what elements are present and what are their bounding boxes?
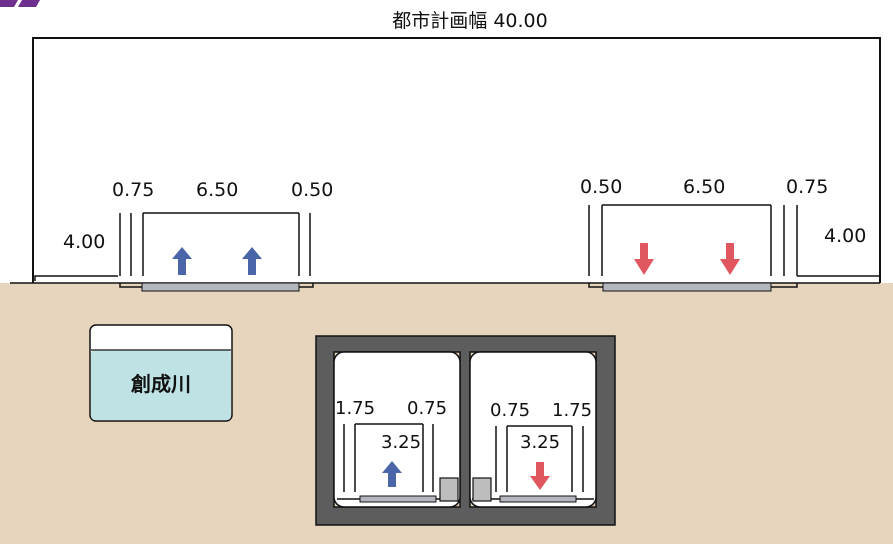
right-dim-3: 0.75 [786, 176, 828, 198]
overall-width-bracket [32, 37, 881, 284]
up-arrow-icon [382, 461, 402, 487]
left-bore-dim-2: 0.75 [407, 398, 447, 419]
left-dim-3: 0.50 [291, 179, 333, 201]
right-dim-2: 6.50 [683, 176, 725, 198]
right-bore-dim-2: 1.75 [552, 400, 592, 421]
right-dim-outer [588, 205, 798, 276]
right-roadway: 4.00 0.50 6.50 0.75 [580, 176, 881, 292]
corner-logo [0, 0, 40, 7]
tunnel: 1.75 0.75 3.25 0.75 1.75 3.25 [315, 335, 616, 526]
left-bore-width: 3.25 [381, 432, 421, 453]
river-channel: 創成川 [89, 324, 233, 422]
left-roadway: 4.00 0.75 6.50 0.50 [34, 179, 333, 292]
right-bore-pavement [499, 495, 577, 503]
river-label: 創成川 [130, 372, 191, 396]
river-water [91, 350, 231, 420]
right-dim-lines [601, 204, 785, 276]
down-arrow-icon [720, 243, 740, 275]
up-arrow-icon [242, 247, 262, 275]
left-bore [333, 351, 461, 508]
left-bore-dim-1: 1.75 [335, 398, 375, 419]
left-bore-pavement [359, 495, 437, 503]
right-sidewalk [797, 275, 881, 281]
left-pavement [141, 282, 300, 292]
right-bore-width: 3.25 [520, 432, 560, 453]
left-bore-duct [439, 477, 459, 502]
down-arrow-icon [530, 462, 550, 490]
left-sidewalk [34, 275, 118, 281]
right-bore-duct [472, 477, 492, 502]
left-sidewalk-label: 4.00 [63, 231, 105, 253]
right-bore [469, 351, 597, 508]
right-dim-1: 0.50 [580, 176, 622, 198]
right-bore-dim-1: 0.75 [490, 400, 530, 421]
overall-width-label: 都市計画幅 40.00 [392, 10, 547, 32]
right-bore-dim-lines [495, 425, 584, 492]
left-bore-dim-lines [343, 423, 434, 492]
right-sidewalk-label: 4.00 [824, 225, 866, 247]
up-arrow-icon [172, 247, 192, 275]
right-curb [588, 283, 798, 288]
right-pavement [602, 282, 772, 292]
left-dim-2: 6.50 [196, 179, 238, 201]
left-dim-outer [119, 213, 300, 276]
left-dim-lines [130, 212, 311, 276]
left-curb [119, 283, 314, 288]
down-arrow-icon [634, 243, 654, 275]
left-dim-1: 0.75 [112, 179, 154, 201]
